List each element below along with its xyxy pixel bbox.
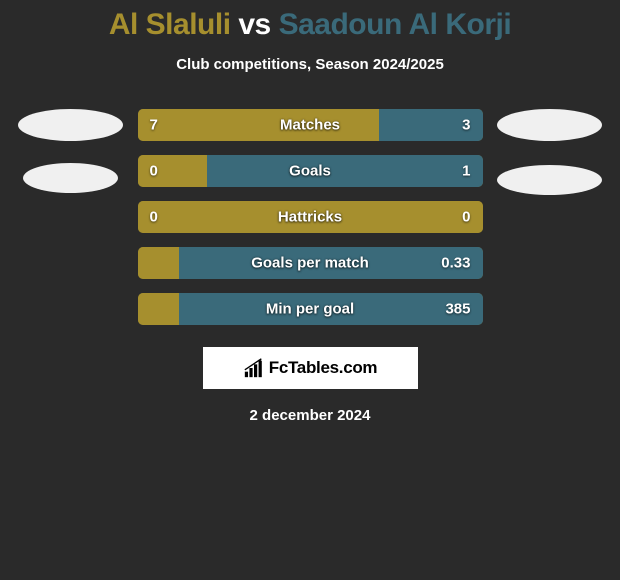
stats-area: 7 Matches 3 0 Goals 1 0 Hattricks 0 Goals per mat… [0, 109, 620, 325]
stat-bar: Goals per match 0.33 [138, 247, 483, 279]
stat-label: Matches [280, 117, 340, 134]
stat-value-left: 7 [150, 117, 158, 134]
left-avatar-column [16, 109, 126, 193]
logo-box: FcTables.com [203, 347, 418, 389]
stat-bar: 0 Goals 1 [138, 155, 483, 187]
player1-name: Al Slaluli [109, 8, 231, 41]
player2-name: Saadoun Al Korji [279, 8, 512, 41]
stat-value-right: 0.33 [441, 255, 470, 272]
player1-avatar-2 [23, 163, 118, 193]
stat-bar-left-segment [138, 293, 179, 325]
stat-value-right: 0 [462, 209, 470, 226]
stat-bar: Min per goal 385 [138, 293, 483, 325]
infographic-container: Al Slaluli vs Saadoun Al Korji Club comp… [0, 0, 620, 424]
stat-label: Goals [289, 163, 331, 180]
stat-value-right: 1 [462, 163, 470, 180]
stat-bar-left-segment [138, 109, 380, 141]
vs-text: vs [238, 8, 270, 41]
player2-avatar-2 [497, 165, 602, 195]
stat-value-right: 3 [462, 117, 470, 134]
stat-bar-right-segment [207, 155, 483, 187]
stat-label: Hattricks [278, 209, 342, 226]
logo-text: FcTables.com [269, 358, 378, 378]
stat-label: Min per goal [266, 301, 354, 318]
comparison-bars: 7 Matches 3 0 Goals 1 0 Hattricks 0 Goals per mat… [138, 109, 483, 325]
stat-bar: 7 Matches 3 [138, 109, 483, 141]
stat-label: Goals per match [251, 255, 369, 272]
stat-value-right: 385 [445, 301, 470, 318]
bar-chart-icon [243, 357, 265, 379]
stat-value-left: 0 [150, 163, 158, 180]
date-text: 2 december 2024 [0, 407, 620, 424]
stat-bar-left-segment [138, 247, 179, 279]
stat-value-left: 0 [150, 209, 158, 226]
page-title: Al Slaluli vs Saadoun Al Korji [0, 8, 620, 42]
subtitle: Club competitions, Season 2024/2025 [0, 56, 620, 73]
stat-bar: 0 Hattricks 0 [138, 201, 483, 233]
player1-avatar-1 [18, 109, 123, 141]
right-avatar-column [495, 109, 605, 195]
player2-avatar-1 [497, 109, 602, 141]
stat-bar-left-segment [138, 155, 207, 187]
